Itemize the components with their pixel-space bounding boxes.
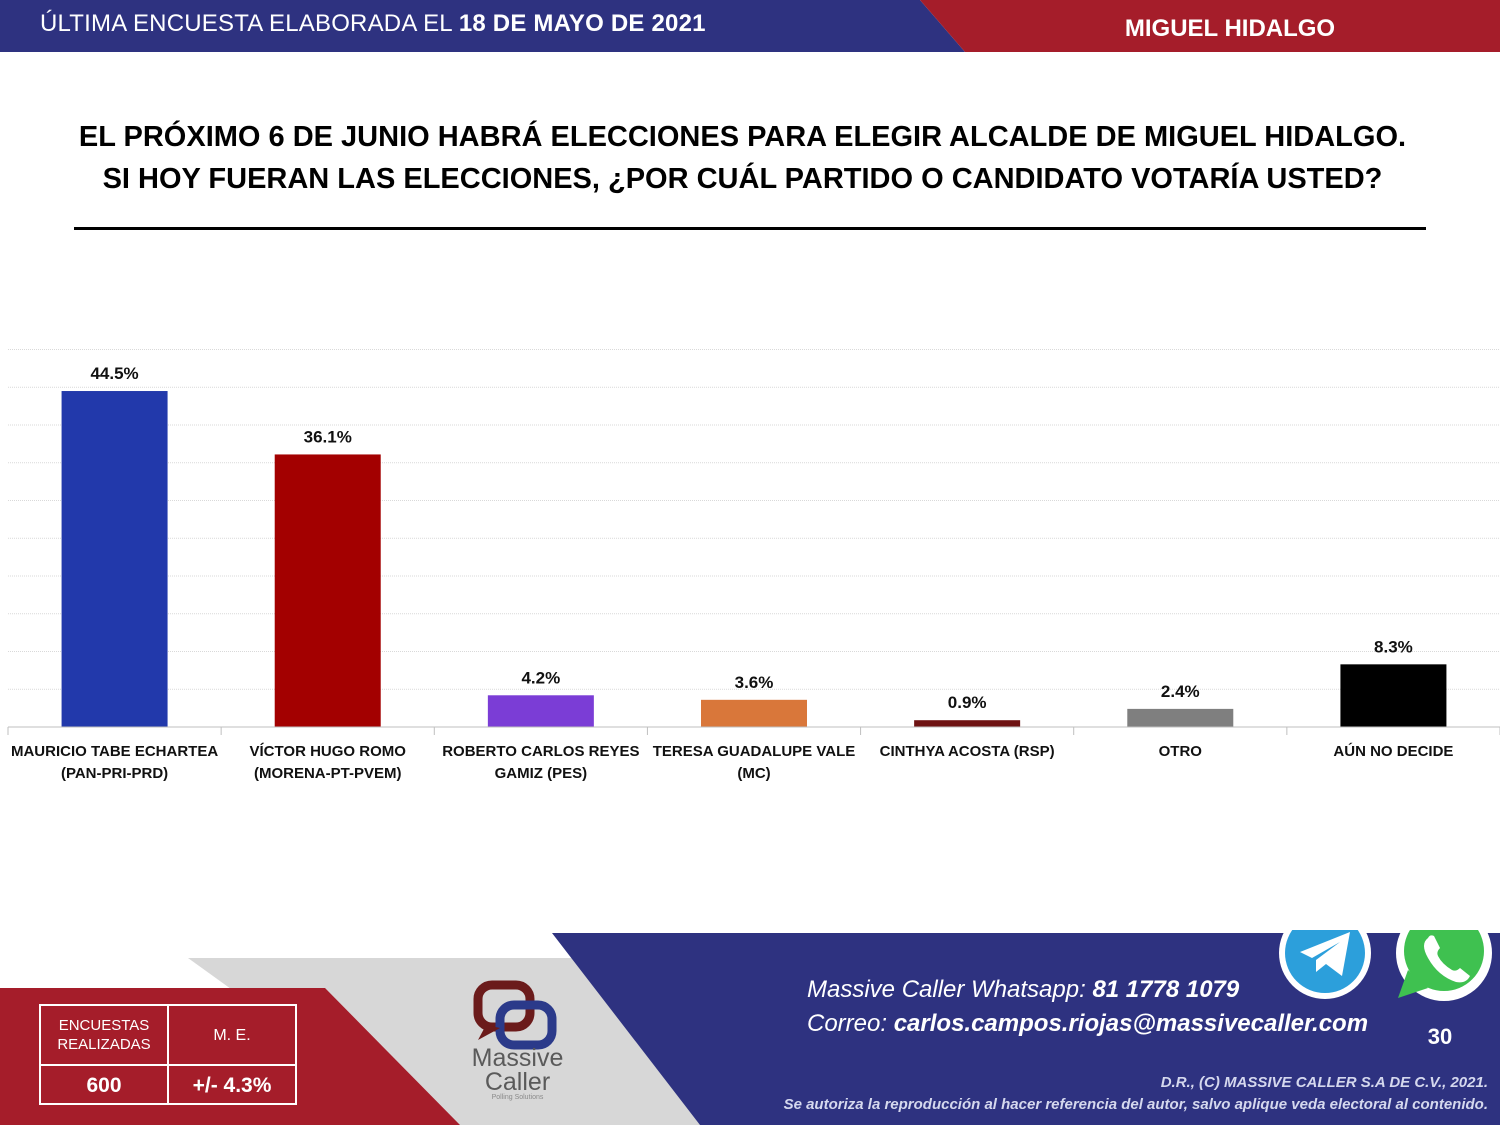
question-line-2: SI HOY FUERAN LAS ELECCIONES, ¿POR CUÁL …	[102, 163, 1383, 195]
header-navy-band	[0, 0, 965, 52]
survey-date: 18 DE MAYO DE 2021	[458, 10, 706, 37]
bar	[701, 699, 807, 727]
margin-error-header: M. E.	[169, 1006, 295, 1066]
survey-date-prefix: ÚLTIMA ENCUESTA ELABORADA EL	[40, 10, 452, 37]
bar	[487, 695, 594, 727]
bar	[914, 720, 1021, 727]
chart-labels: 44.5% MAURICIO TABE ECHARTEA (PAN-PRI-PRD)…	[11, 364, 1453, 782]
bar	[61, 391, 168, 727]
category-label: GAMIZ (PES)	[495, 765, 588, 782]
whatsapp-label: Massive Caller Whatsapp:	[807, 976, 1086, 1003]
whatsapp-icon[interactable]	[1396, 930, 1492, 1001]
vote-intention-bar-chart: 44.5% MAURICIO TABE ECHARTEA (PAN-PRI-PRD)…	[7, 349, 1500, 782]
page-number: 30	[1427, 1024, 1453, 1049]
margin-error-value: +/- 4.3%	[192, 1074, 272, 1097]
surveys-header: ENCUESTAS REALIZADAS	[41, 1006, 169, 1066]
footer-red-band	[0, 988, 460, 1125]
email-label: Correo:	[807, 1010, 888, 1037]
disclaimer-text: Se autoriza la reproducción al hacer ref…	[783, 1096, 1488, 1113]
region-name: MIGUEL HIDALGO	[1124, 15, 1336, 42]
chart-bars	[61, 391, 1447, 727]
bar	[274, 454, 381, 727]
category-label: VÍCTOR HUGO ROMO	[250, 743, 407, 760]
whatsapp-number[interactable]: 81 1778 1079	[1092, 976, 1240, 1003]
title-underline	[74, 227, 1426, 230]
category-label: (MORENA-PT-PVEM)	[254, 765, 402, 782]
data-label: 8.3%	[1374, 637, 1413, 656]
data-label: 36.1%	[304, 427, 352, 446]
data-label: 0.9%	[948, 693, 987, 712]
x-axis-ticks	[7, 727, 1500, 735]
email-contact: Correo: carlos.campos.riojas@massivecall…	[807, 1010, 1368, 1038]
header-bar	[0, 0, 1500, 52]
chart-gridlines	[8, 349, 1500, 690]
surveys-value: 600	[41, 1066, 169, 1103]
category-label: ROBERTO CARLOS REYES	[442, 743, 639, 760]
data-label: 2.4%	[1161, 682, 1200, 701]
category-label: OTRO	[1159, 743, 1203, 760]
question-line-1: EL PRÓXIMO 6 DE JUNIO HABRÁ ELECCIONES P…	[78, 121, 1407, 153]
header-red-band	[920, 0, 1500, 52]
category-label: TERESA GUADALUPE VALE	[653, 743, 856, 760]
bar	[1127, 708, 1234, 727]
data-label: 44.5%	[90, 364, 138, 383]
category-label: CINTHYA ACOSTA (RSP)	[880, 743, 1055, 760]
survey-date-text: ÚLTIMA ENCUESTA ELABORADA EL 18 DE MAYO …	[40, 10, 706, 38]
logo-wordmark: Massive Caller Polling Solutions	[430, 1046, 605, 1102]
telegram-icon[interactable]	[1279, 930, 1371, 999]
category-label: AÚN NO DECIDE	[1333, 742, 1453, 760]
data-label: 4.2%	[521, 668, 560, 687]
email-address[interactable]: carlos.campos.riojas@massivecaller.com	[893, 1010, 1369, 1037]
category-label: MAURICIO TABE ECHARTEA	[11, 743, 218, 760]
question-title: EL PRÓXIMO 6 DE JUNIO HABRÁ ELECCIONES P…	[40, 116, 1445, 200]
copyright-text: D.R., (C) MASSIVE CALLER S.A DE C.V., 20…	[1160, 1074, 1488, 1091]
survey-stats-table: ENCUESTAS REALIZADAS M. E. 600 +/- 4.3%	[39, 1004, 297, 1105]
footer-graphic	[0, 930, 1500, 1125]
category-label: (PAN-PRI-PRD)	[61, 765, 168, 782]
bar	[1340, 664, 1447, 727]
massive-caller-logo-icon	[473, 980, 557, 1050]
data-label: 3.6%	[735, 673, 774, 692]
whatsapp-contact: Massive Caller Whatsapp: 81 1778 1079	[807, 976, 1239, 1004]
category-label: (MC)	[737, 765, 770, 782]
logo-line-1: Massive	[471, 1044, 564, 1072]
logo-line-2: Caller	[484, 1068, 551, 1096]
logo-tagline: Polling Solutions	[491, 1094, 544, 1101]
footer-navy-band	[552, 933, 1500, 1125]
